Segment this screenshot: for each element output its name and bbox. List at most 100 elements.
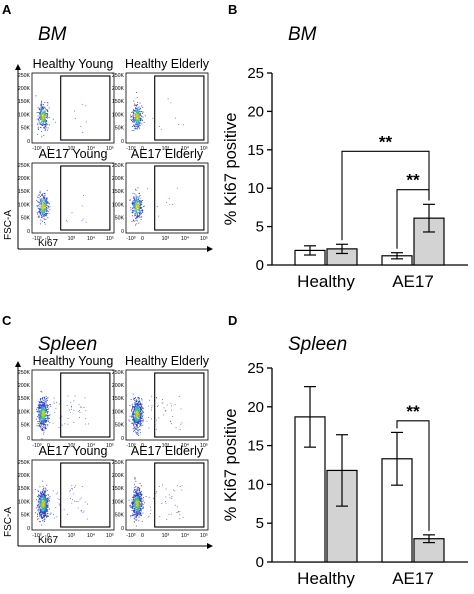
flow-event bbox=[136, 207, 138, 209]
flow-event bbox=[171, 497, 173, 499]
flow-y-tick: 200K bbox=[112, 383, 125, 389]
flow-event bbox=[42, 510, 44, 511]
ki67-gate bbox=[154, 462, 205, 528]
flow-event bbox=[39, 404, 41, 405]
flow-event bbox=[136, 492, 138, 494]
flow-event bbox=[136, 418, 138, 420]
flow-event bbox=[39, 414, 41, 416]
flow-event bbox=[41, 498, 43, 500]
flow-event bbox=[138, 412, 139, 414]
flow-event bbox=[39, 413, 41, 415]
flow-event bbox=[139, 201, 141, 203]
flow-event bbox=[148, 405, 150, 407]
flow-event bbox=[43, 204, 45, 206]
flow-event bbox=[140, 415, 142, 417]
flow-event bbox=[39, 510, 41, 512]
flow-event bbox=[71, 212, 73, 214]
flow-event bbox=[44, 120, 46, 122]
flow-event bbox=[38, 209, 40, 211]
flow-event bbox=[137, 423, 138, 425]
flow-event bbox=[140, 219, 142, 220]
flow-event bbox=[140, 500, 142, 502]
flow-event bbox=[47, 507, 48, 508]
flow-event bbox=[42, 496, 44, 497]
flow-event bbox=[136, 504, 138, 506]
flow-event bbox=[135, 492, 137, 493]
flow-event bbox=[43, 206, 45, 208]
flow-event bbox=[47, 117, 48, 119]
flow-event bbox=[132, 415, 134, 417]
flow-event bbox=[133, 206, 135, 208]
flow-event bbox=[39, 415, 41, 417]
flow-event bbox=[137, 505, 138, 507]
flow-event bbox=[140, 117, 141, 119]
flow-y-tick: 50K bbox=[115, 423, 125, 429]
flow-event bbox=[134, 196, 136, 198]
flow-event bbox=[133, 120, 135, 122]
flow-event bbox=[47, 417, 49, 419]
flow-event bbox=[45, 214, 47, 216]
flow-event bbox=[40, 414, 42, 416]
flow-event bbox=[136, 204, 138, 206]
flow-event bbox=[139, 409, 141, 411]
flow-event bbox=[43, 494, 45, 496]
flow-event bbox=[38, 506, 40, 508]
flow-event bbox=[41, 516, 43, 518]
flow-event bbox=[141, 415, 143, 417]
flow-event bbox=[136, 519, 138, 521]
flow-event bbox=[136, 507, 138, 509]
flow-event bbox=[41, 405, 43, 407]
flow-event bbox=[141, 411, 143, 413]
flow-event bbox=[43, 116, 45, 118]
flow-event bbox=[138, 420, 140, 422]
flow-event bbox=[58, 403, 60, 405]
flow-event bbox=[137, 109, 139, 111]
flow-event bbox=[38, 496, 39, 498]
flow-event bbox=[59, 504, 60, 506]
flow-event bbox=[134, 417, 136, 419]
flow-event bbox=[43, 420, 45, 422]
flow-event bbox=[38, 109, 40, 111]
flow-event bbox=[41, 401, 43, 403]
flow-event bbox=[43, 396, 45, 398]
flow-x-tick: 10³ bbox=[68, 533, 76, 539]
flow-event bbox=[38, 403, 40, 405]
flow-event bbox=[37, 115, 39, 117]
flow-event bbox=[133, 125, 135, 127]
flow-event bbox=[176, 512, 178, 513]
flow-event bbox=[45, 414, 47, 416]
flow-event bbox=[139, 120, 141, 122]
flow-event bbox=[41, 112, 43, 113]
flow-event bbox=[136, 502, 138, 504]
flow-event bbox=[136, 408, 138, 410]
flow-event bbox=[133, 111, 135, 113]
flow-event bbox=[84, 501, 86, 503]
flow-x-tick: -10³ bbox=[32, 146, 41, 152]
flow-event bbox=[39, 210, 40, 212]
flow-event bbox=[40, 421, 42, 423]
flow-event bbox=[49, 508, 50, 510]
flow-event bbox=[136, 128, 138, 130]
flow-event bbox=[48, 500, 50, 502]
flow-event bbox=[133, 521, 135, 523]
flow-event bbox=[42, 506, 44, 508]
flow-event bbox=[139, 414, 141, 415]
flow-event bbox=[136, 503, 138, 505]
flow-event bbox=[40, 405, 42, 407]
flow-event bbox=[47, 210, 49, 212]
flow-event bbox=[135, 122, 137, 124]
flow-event bbox=[166, 519, 168, 520]
flow-event bbox=[132, 110, 134, 112]
flow-event bbox=[44, 209, 46, 211]
flow-event bbox=[137, 402, 139, 404]
flow-event bbox=[39, 512, 41, 514]
flow-event bbox=[140, 402, 141, 404]
flow-event bbox=[46, 210, 47, 212]
flow-event bbox=[137, 490, 139, 492]
flow-event bbox=[40, 498, 42, 500]
flow-event bbox=[39, 209, 41, 211]
flow-event bbox=[138, 200, 140, 202]
flow-y-tick: 50K bbox=[115, 513, 125, 519]
flow-event bbox=[42, 413, 44, 415]
flow-x-tick: 10⁴ bbox=[87, 236, 95, 242]
